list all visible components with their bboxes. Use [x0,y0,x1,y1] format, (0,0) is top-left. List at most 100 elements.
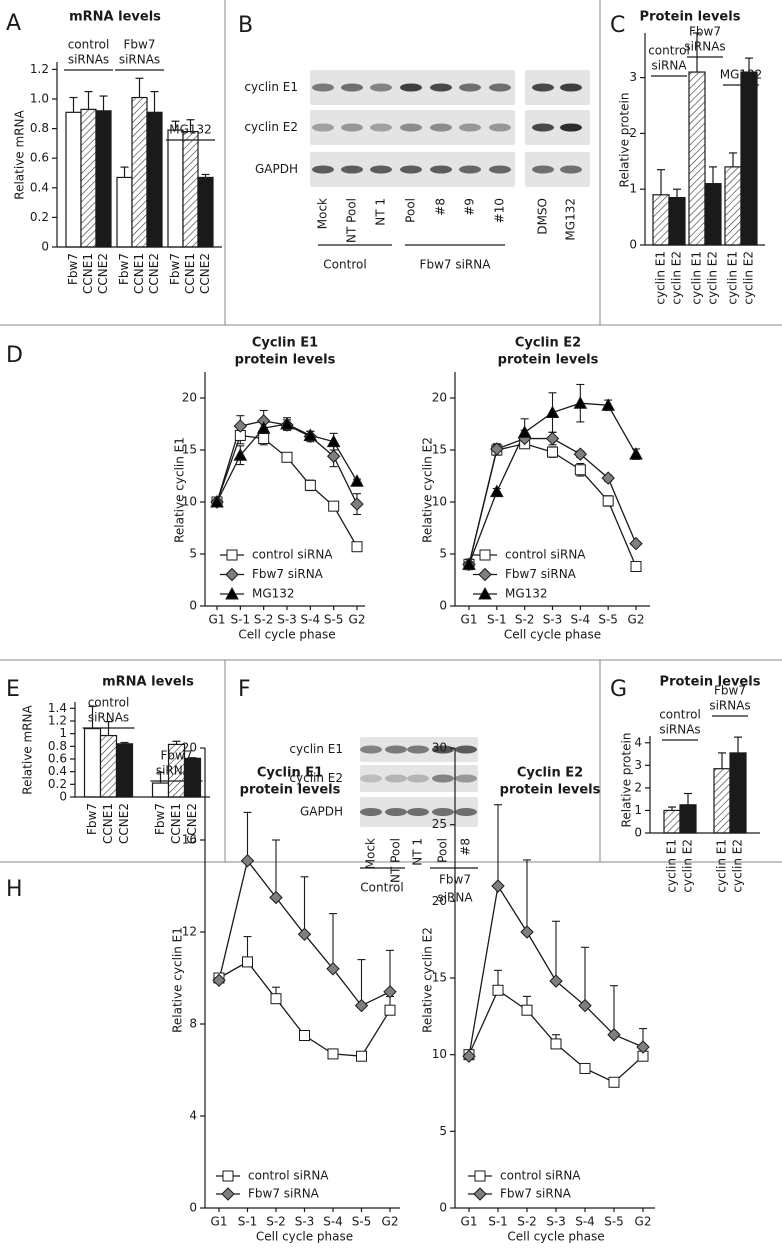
y-axis-label: Relative mRNA [13,110,27,200]
point [281,451,293,463]
point [601,398,616,411]
y-tick-label: 20 [182,391,197,405]
point [545,431,560,446]
bar [65,111,82,248]
blot-band [341,165,363,174]
x-tick-label: G2 [628,613,645,627]
point [280,416,294,430]
y-tick-label: 0.6 [48,752,67,766]
chart-title: Cyclin E1 [252,336,318,351]
x-tick-label: CCNE1 [101,803,115,844]
x-tick-label: CCNE1 [183,253,197,294]
lane-label: NT 1 [374,198,388,226]
point [629,447,643,460]
group-label: Fbw7 siRNA [420,258,492,272]
y-tick-label: 1.2 [48,714,67,728]
legend-marker [473,1187,487,1201]
legend-label: MG132 [505,587,548,601]
point [240,853,255,868]
x-tick-label: S-1 [488,1215,508,1229]
x-tick-label: CCNE1 [81,253,95,294]
lane-label: #10 [493,198,507,223]
chart-title: Protein levels [640,10,741,25]
x-tick-label: cyclin E2 [670,251,684,305]
blot-band [430,83,452,92]
blot-band [430,123,452,132]
point [350,497,364,511]
blot-band [385,745,407,754]
x-tick-label: CCNE2 [185,803,199,844]
blot-band [560,123,582,132]
panel-letter: H [6,877,23,902]
bar [116,176,133,248]
x-tick-label: Fbw7 [153,803,167,835]
y-tick-label: 3 [629,70,637,84]
y-tick-label: 15 [182,443,197,457]
y-tick-label: 0.2 [30,210,49,224]
blot-band [489,165,511,174]
blot-band [400,165,422,174]
legend-label: control siRNA [500,1169,581,1183]
point [233,419,248,433]
group-label: siRNAs [659,723,700,737]
blot-band [385,808,407,816]
point [489,484,504,498]
lane-label: MG132 [564,198,578,241]
y-tick-label: 10 [182,495,197,509]
y-tick-label: 0 [59,790,67,804]
x-tick-label: G1 [211,1215,228,1229]
point [269,890,283,905]
x-axis-label: Cell cycle phase [504,628,601,642]
point [328,500,340,512]
y-tick-label: 4 [189,1109,197,1123]
group-label: Control [360,881,403,895]
group-label: control [68,38,110,52]
blot-strip [525,110,590,145]
lane-label: DMSO [536,198,550,235]
point [607,1028,621,1042]
y-tick-label: 20 [432,894,447,908]
y-tick-label: 5 [439,1124,447,1138]
blot-band [360,808,382,816]
lane-label: NT Pool [345,198,359,243]
x-tick-label: G1 [461,1215,478,1229]
bar [740,71,758,246]
y-axis-label: Relative protein [620,733,634,828]
point [233,448,248,461]
group-label: control [88,696,130,710]
y-tick-label: 0 [439,1201,447,1215]
chart-title: mRNA levels [102,675,194,690]
x-tick-label: CCNE2 [117,803,131,844]
chart-title: Cyclin E1 [257,766,323,781]
x-tick-label: S-2 [266,1215,286,1229]
bar [115,743,134,798]
point [304,479,316,491]
y-tick-label: 2 [634,780,642,794]
group-label: Fbw7 [714,684,746,698]
x-tick-label: CCNE1 [132,253,146,294]
chart-title: Cyclin E2 [517,766,583,781]
blot-band [532,123,554,132]
y-axis-label: Relative cyclin E2 [421,927,435,1033]
blot-band [370,83,392,92]
y-tick-label: 20 [432,391,447,405]
legend-label: Fbw7 siRNA [505,567,577,581]
y-tick-label: 10 [432,495,447,509]
x-tick-label: G1 [209,613,226,627]
bar [167,129,184,248]
x-tick-label: S-1 [238,1215,258,1229]
chart-title: protein levels [500,783,601,798]
legend-label: control siRNA [252,548,333,562]
x-axis-label: Cell cycle phase [238,628,335,642]
y-tick-label: 1.0 [30,92,49,106]
blot-band [430,165,452,174]
row-label: cyclin E2 [244,120,298,134]
x-tick-label: S-2 [515,613,535,627]
point [297,927,312,942]
blot-band [459,123,481,132]
blot-band [400,83,422,92]
x-tick-label: Fbw7 [66,253,80,285]
bar [95,110,112,248]
blot-band [455,745,477,754]
blot-band [400,123,422,132]
